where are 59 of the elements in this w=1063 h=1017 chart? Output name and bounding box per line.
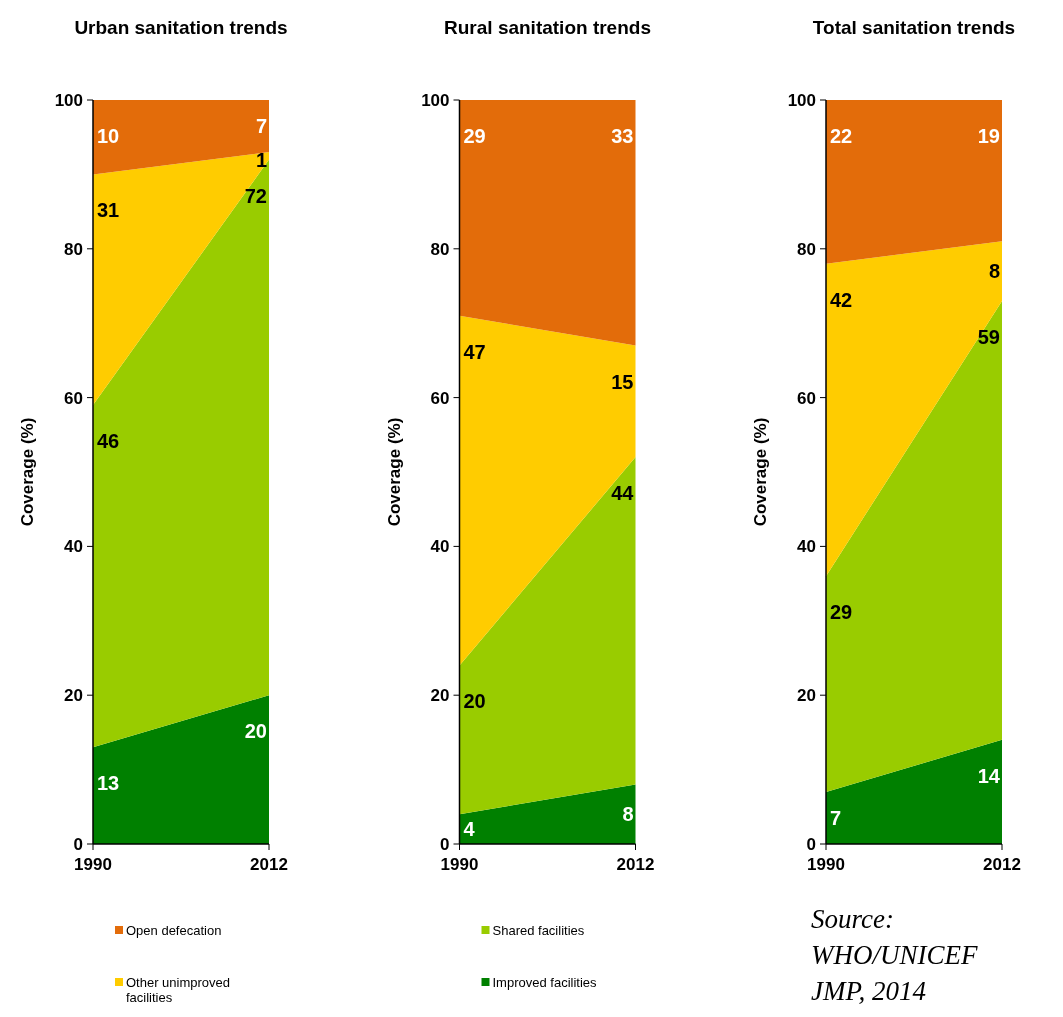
- y-tick-label: 60: [64, 388, 83, 408]
- data-label: 7: [830, 806, 842, 829]
- legend-label: Improved facilities: [492, 974, 598, 990]
- x-tick-label: 2012: [616, 855, 655, 874]
- y-axis-title: Coverage (%): [18, 417, 37, 527]
- data-label: 13: [97, 772, 120, 795]
- legend-label: Shared facilities: [492, 922, 585, 938]
- y-tick-label: 0: [806, 834, 816, 854]
- x-tick-label: 1990: [74, 855, 112, 874]
- y-tick-label: 100: [787, 90, 816, 110]
- x-tick-label: 1990: [440, 855, 479, 874]
- data-label: 72: [244, 184, 267, 207]
- data-label: 29: [463, 125, 486, 147]
- x-tick-label: 2012: [250, 855, 288, 874]
- data-label: 20: [244, 720, 267, 743]
- data-label: 7: [255, 115, 267, 138]
- data-label: 1: [255, 149, 267, 172]
- data-label: 8: [988, 260, 1000, 283]
- data-label: 8: [622, 803, 634, 826]
- data-label: 46: [97, 430, 120, 453]
- chart-title: Urban sanitation trends: [74, 17, 288, 38]
- data-label: 20: [463, 690, 486, 713]
- data-label: 42: [830, 288, 853, 311]
- data-label: 22: [830, 125, 853, 147]
- y-tick-label: 20: [430, 686, 450, 706]
- legend-label: Other unimproved facilities: [126, 974, 231, 1005]
- chart-title: Rural sanitation trends: [444, 17, 651, 38]
- y-tick-label: 60: [430, 388, 450, 408]
- y-tick-label: 40: [797, 537, 816, 557]
- y-axis-title: Coverage (%): [751, 417, 770, 527]
- source-note: Source: WHO/UNICEF JMP, 2014: [811, 904, 978, 1006]
- y-tick-label: 0: [440, 834, 450, 854]
- data-label: 15: [611, 370, 634, 393]
- y-tick-label: 40: [64, 537, 83, 557]
- y-tick-label: 100: [421, 90, 450, 110]
- data-label: 59: [977, 325, 1000, 348]
- data-label: 31: [97, 199, 120, 222]
- y-tick-label: 0: [73, 834, 83, 854]
- data-label: 47: [463, 340, 486, 363]
- y-tick-label: 40: [430, 537, 450, 557]
- y-tick-label: 80: [797, 239, 816, 259]
- data-label: 33: [611, 125, 634, 147]
- y-axis-title: Coverage (%): [384, 417, 404, 527]
- y-tick-label: 80: [430, 239, 450, 259]
- y-tick-label: 60: [797, 388, 816, 408]
- y-tick-label: 100: [54, 90, 83, 110]
- y-tick-label: 20: [797, 686, 816, 706]
- chart-title: Total sanitation trends: [812, 17, 1016, 38]
- y-tick-label: 80: [64, 239, 83, 259]
- data-label: 44: [611, 482, 635, 505]
- data-label: 29: [830, 601, 853, 624]
- data-label: 4: [463, 818, 476, 841]
- y-tick-label: 20: [64, 686, 83, 706]
- data-label: 10: [97, 125, 120, 147]
- data-label: 14: [977, 764, 1001, 787]
- x-tick-label: 1990: [807, 855, 845, 874]
- legend-label: Open defecation: [126, 922, 222, 938]
- data-label: 19: [977, 125, 1000, 147]
- x-tick-label: 2012: [983, 855, 1021, 874]
